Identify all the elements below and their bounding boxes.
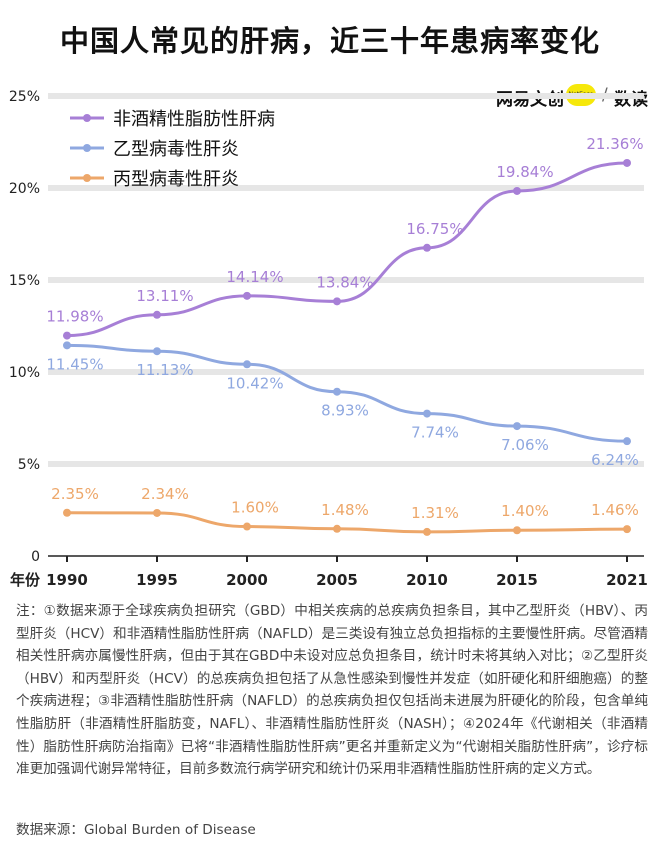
data-point [243, 291, 251, 300]
data-point [153, 310, 161, 319]
y-tick-label: 10% [9, 365, 40, 381]
x-tick-label: 2021 [606, 571, 648, 589]
legend-label: 乙型病毒性肝炎 [113, 139, 239, 160]
data-label: 19.84% [496, 163, 553, 181]
data-label: 7.74% [411, 424, 459, 442]
legend-label: 丙型病毒性肝炎 [113, 169, 239, 190]
data-label: 8.93% [321, 402, 369, 420]
data-point [513, 186, 521, 195]
data-label: 13.11% [136, 287, 193, 305]
data-point [63, 341, 71, 350]
data-label: 16.75% [406, 220, 463, 238]
data-label: 1.60% [231, 499, 279, 517]
data-label: 1.31% [411, 504, 459, 522]
x-axis: 年份 1990 1995 2000 2005 2010 2015 2021 [10, 556, 648, 589]
data-label: 2.34% [141, 485, 189, 503]
data-point [243, 360, 251, 369]
legend-label: 非酒精性脂肪性肝病 [113, 109, 275, 130]
chart-title: 中国人常见的肝病，近三十年患病率变化 [59, 24, 600, 58]
x-axis-title: 年份 [10, 571, 41, 589]
y-tick-label: 15% [9, 273, 40, 289]
x-tick-label: 2015 [496, 571, 538, 589]
x-tick-label: 2010 [406, 571, 448, 589]
data-label: 10.42% [226, 374, 283, 392]
legend-swatch-dot [83, 174, 91, 182]
series-line [65, 343, 629, 443]
data-point [623, 525, 631, 534]
data-point [153, 508, 161, 517]
data-label: 6.24% [591, 451, 639, 469]
data-point [153, 347, 161, 356]
y-tick-label: 0 [31, 549, 40, 565]
data-point [423, 527, 431, 536]
y-tick-label: 5% [18, 457, 40, 473]
data-point [333, 524, 341, 533]
x-tick-label: 1990 [46, 571, 88, 589]
data-label: 7.06% [501, 436, 549, 454]
data-point [513, 422, 521, 431]
data-point [63, 331, 71, 340]
data-point [513, 526, 521, 535]
legend-swatch-dot [83, 144, 91, 152]
data-point [423, 409, 431, 418]
data-label: 11.13% [136, 361, 193, 379]
data-point [333, 297, 341, 306]
data-label: 1.48% [321, 501, 369, 519]
data-label: 2.35% [51, 485, 99, 503]
data-point [333, 387, 341, 396]
data-point [63, 508, 71, 517]
data-point [243, 522, 251, 531]
data-point [623, 158, 631, 167]
x-tick-label: 2000 [226, 571, 268, 589]
series-lines: 11.98% 13.11% 14.14% 13.84% 16.75% 19.84% 21.3… [46, 135, 644, 536]
footnote: 注：①数据来源于全球疾病负担研究（GBD）中相关疾病的总疾病负担条目，其中乙型肝… [16, 603, 648, 778]
data-label: 13.84% [316, 273, 373, 291]
data-point [423, 243, 431, 252]
y-tick-label: 25% [9, 89, 40, 105]
data-label: 21.36% [586, 135, 643, 153]
data-label: 1.46% [591, 501, 639, 519]
data-point [623, 437, 631, 446]
grid-lines [48, 93, 644, 557]
data-label: 14.14% [226, 268, 283, 286]
data-label: 11.45% [46, 355, 103, 373]
y-tick-label: 20% [9, 181, 40, 197]
x-tick-label: 2005 [316, 571, 358, 589]
line-chart: 0 5% 10% 15% 20% 25% 年份 1990 1995 2000 2005 2010 20… [9, 89, 648, 589]
data-source: 数据来源：Global Burden of Disease [16, 822, 256, 838]
data-label: 1.40% [501, 502, 549, 520]
y-axis: 0 5% 10% 15% 20% 25% [9, 89, 40, 565]
legend-swatch-dot [83, 114, 91, 122]
data-label: 11.98% [46, 308, 103, 326]
x-tick-label: 1995 [136, 571, 178, 589]
